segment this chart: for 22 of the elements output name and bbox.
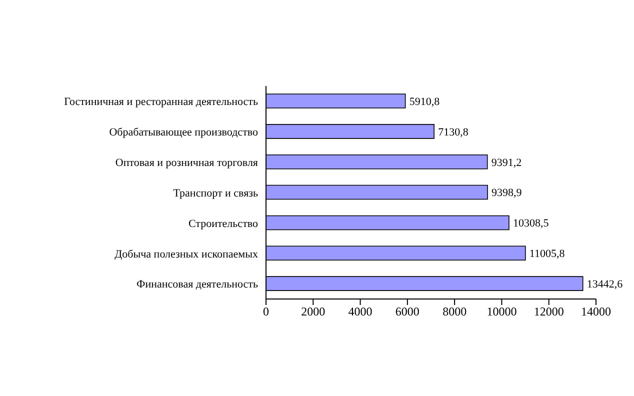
- data-label: 11005,8: [529, 248, 566, 260]
- x-tick-label: 6000: [395, 304, 420, 319]
- y-tick-label: Гостиничная и ресторанная деятельность: [64, 96, 258, 108]
- data-label: 10308,5: [512, 218, 550, 230]
- y-tick-label: Оптовая и розничная торговля: [115, 156, 258, 169]
- x-tick-label: 8000: [442, 304, 467, 319]
- y-tick-label: Строительство: [188, 218, 258, 230]
- x-tick-label: 12000: [534, 304, 564, 319]
- x-tick-label: 10000: [486, 304, 517, 319]
- y-tick-label: Транспорт и связь: [173, 187, 258, 200]
- y-tick-label: Обрабатывающее производство: [109, 126, 258, 139]
- y-tick-label: Добыча полезных ископаемых: [114, 248, 258, 260]
- data-label: 9398,9: [492, 187, 522, 200]
- data-label: 5910,8: [409, 96, 440, 108]
- data-label: 7130,8: [438, 126, 469, 138]
- x-tick-label: 0: [263, 304, 269, 319]
- x-tick-label: 14000: [581, 304, 611, 319]
- y-tick-label: Финансовая деятельность: [136, 278, 258, 291]
- x-tick-label: 4000: [348, 304, 372, 319]
- data-label: 13442,6: [586, 278, 624, 290]
- x-tick-label: 2000: [301, 304, 326, 319]
- data-label: 9391,2: [491, 156, 522, 169]
